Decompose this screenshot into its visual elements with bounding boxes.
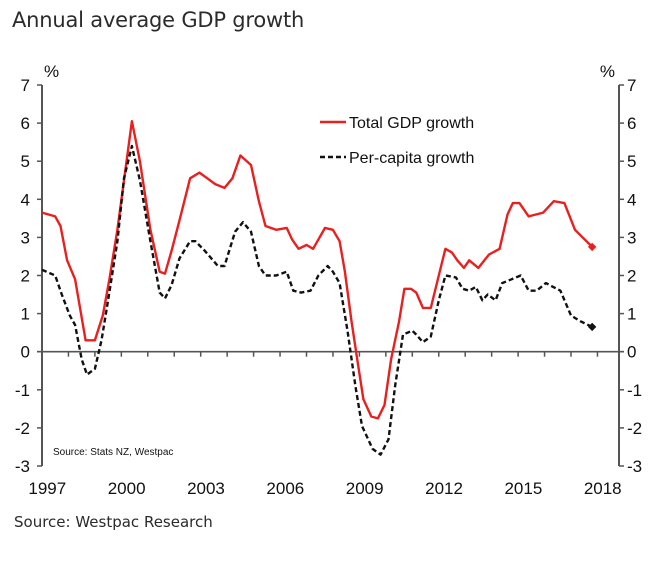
y-tick-label-right: 0: [627, 343, 636, 362]
y-tick-label-right: -3: [627, 457, 642, 476]
y-unit-label-right: %: [600, 62, 615, 81]
x-tick-label: 2003: [187, 479, 225, 498]
y-tick-label-left: 4: [21, 190, 30, 209]
y-unit-label-left: %: [44, 62, 59, 81]
x-tick-label: 2015: [504, 479, 542, 498]
series-group: [41, 120, 597, 456]
y-tick-label-right: 7: [627, 76, 636, 95]
y-tick-label-right: 5: [627, 152, 636, 171]
y-tick-label-left: 0: [21, 343, 30, 362]
y-tick-label-left: 7: [21, 76, 30, 95]
y-tick-label-right: 4: [627, 190, 636, 209]
series-line-per-capita: [41, 144, 593, 456]
y-tick-label-left: -3: [15, 457, 30, 476]
x-tick-label: 2009: [346, 479, 384, 498]
y-tick-label-right: -1: [627, 381, 642, 400]
series-line-total-gdp: [41, 120, 594, 420]
y-tick-label-left: 6: [21, 114, 30, 133]
y-tick-label-right: -2: [627, 419, 642, 438]
x-tick-label: 2000: [108, 479, 146, 498]
legend-label-per-capita: Per-capita growth: [349, 150, 474, 167]
x-tick-label: 2006: [266, 479, 304, 498]
y-tick-label-left: 1: [21, 305, 30, 324]
y-tick-label-left: -2: [15, 419, 30, 438]
y-tick-label-right: 3: [627, 228, 636, 247]
y-tick-label-left: -1: [15, 381, 30, 400]
y-tick-label-left: 2: [21, 267, 30, 286]
x-tick-label: 2012: [425, 479, 463, 498]
y-tick-label-right: 6: [627, 114, 636, 133]
x-tick-label: 2018: [584, 479, 622, 498]
y-tick-label-right: 1: [627, 305, 636, 324]
end-marker-total-gdp: [587, 242, 597, 252]
legend: Total GDP growth Per-capita growth: [320, 115, 474, 167]
y-tick-label-left: 3: [21, 228, 30, 247]
legend-label-total-gdp: Total GDP growth: [349, 115, 474, 132]
y-tick-label-left: 5: [21, 152, 30, 171]
y-tick-label-right: 2: [627, 267, 636, 286]
chart-source-note: Source: Stats NZ, Westpac: [53, 447, 173, 458]
footer-source: Source: Westpac Research: [14, 513, 213, 531]
end-marker-per-capita: [587, 322, 597, 332]
x-tick-label: 1997: [28, 479, 66, 498]
axes: 7 7 6 6 5 5 4 4 3 3 2 2 1 1 0 0 -1 -1 -2 -2 -3 -3% % 1997 2000 20…: [15, 62, 642, 498]
chart-title: Annual average GDP growth: [12, 8, 305, 32]
